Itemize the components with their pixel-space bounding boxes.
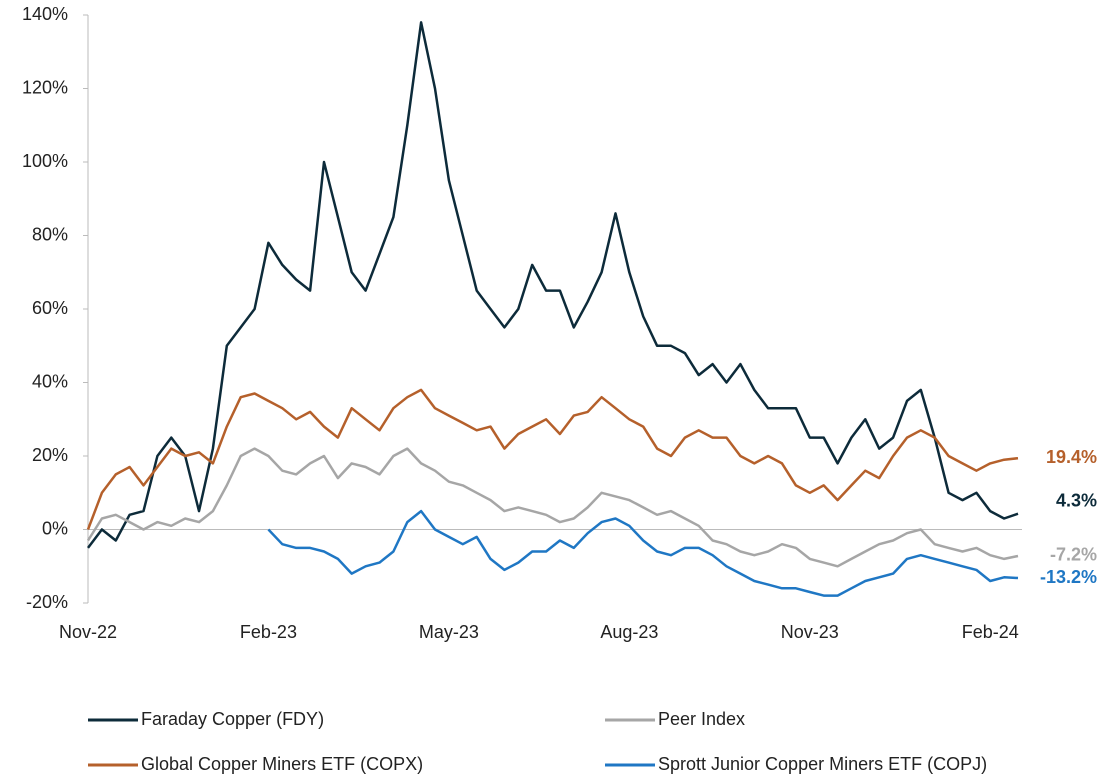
y-tick-label: 120% xyxy=(22,77,68,97)
series-line xyxy=(267,509,1019,597)
x-tick-label: Aug-23 xyxy=(600,622,658,642)
y-tick-label: 80% xyxy=(32,224,68,244)
end-label: 19.4% xyxy=(1046,447,1097,467)
x-tick-label: May-23 xyxy=(419,622,479,642)
x-tick-label: Nov-22 xyxy=(59,622,117,642)
y-tick-label: 60% xyxy=(32,298,68,318)
y-tick-label: 140% xyxy=(22,4,68,24)
legend-label: Sprott Junior Copper Miners ETF (COPJ) xyxy=(658,754,987,774)
x-tick-label: Feb-23 xyxy=(240,622,297,642)
y-tick-label: 100% xyxy=(22,151,68,171)
y-tick-label: 0% xyxy=(42,518,68,538)
series-line xyxy=(86,447,1019,568)
series-line xyxy=(86,388,1019,530)
legend-label: Faraday Copper (FDY) xyxy=(141,709,324,729)
end-label: -13.2% xyxy=(1040,567,1097,587)
y-tick-label: 40% xyxy=(32,371,68,391)
series-line xyxy=(87,21,1019,549)
x-tick-label: Feb-24 xyxy=(962,622,1019,642)
end-label: -7.2% xyxy=(1050,545,1097,565)
end-label: 4.3% xyxy=(1056,490,1097,510)
x-tick-label: Nov-23 xyxy=(781,622,839,642)
legend-label: Peer Index xyxy=(658,709,745,729)
legend-label: Global Copper Miners ETF (COPX) xyxy=(141,754,423,774)
y-tick-label: -20% xyxy=(26,592,68,612)
y-tick-label: 20% xyxy=(32,445,68,465)
